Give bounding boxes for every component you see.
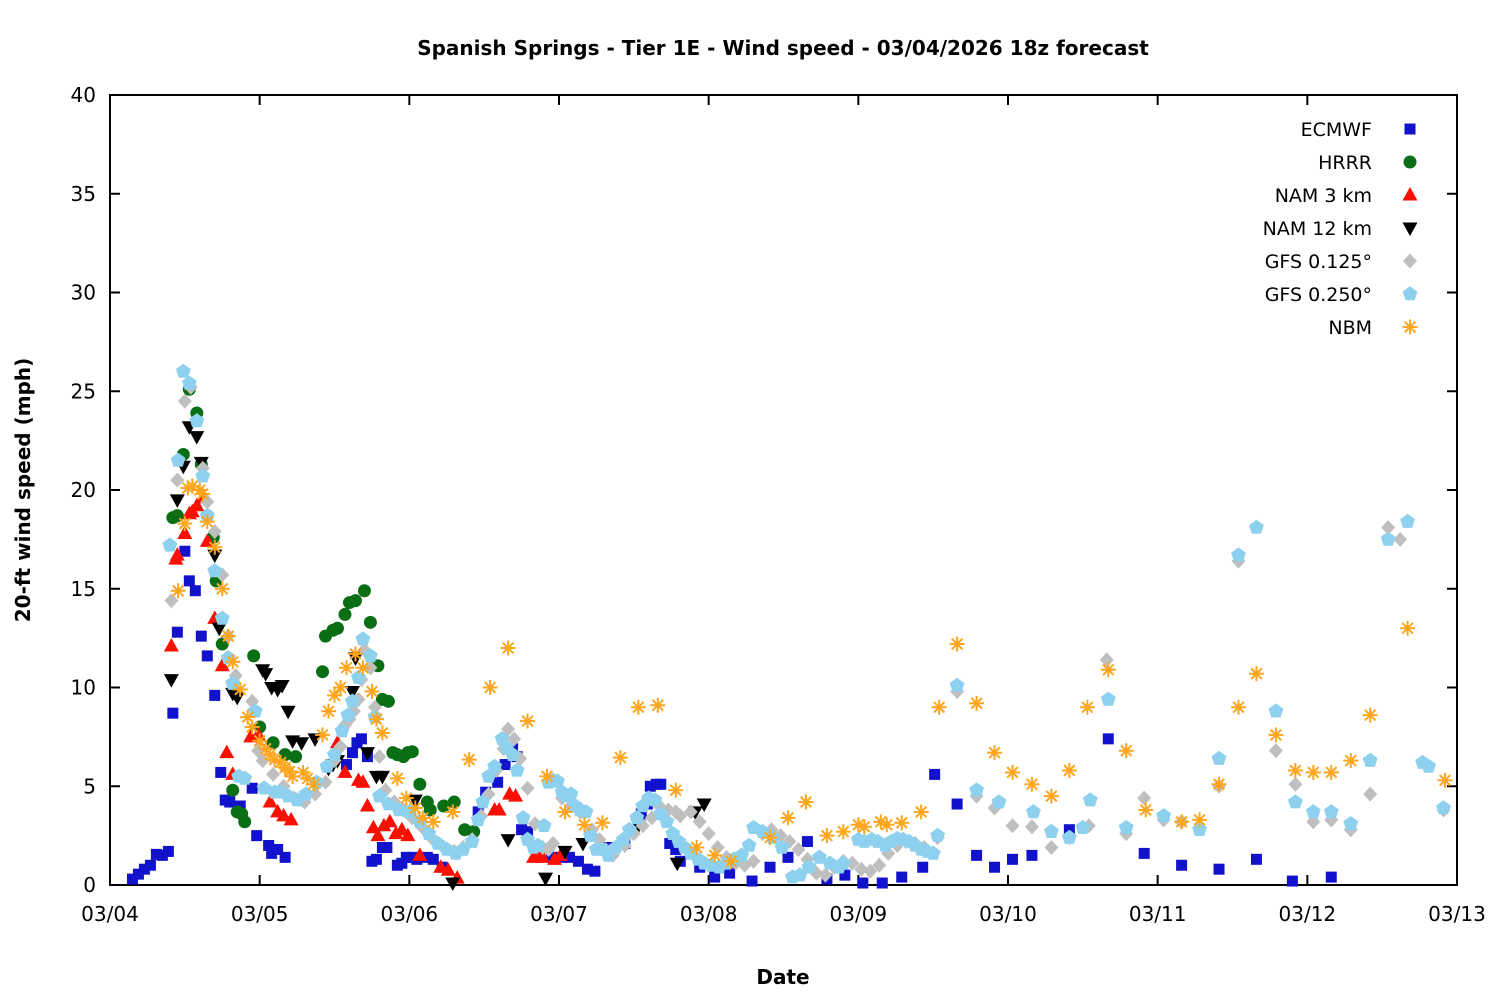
x-tick-label: 03/05: [231, 902, 289, 926]
x-tick-label: 03/04: [81, 902, 139, 926]
x-tick-label: 03/09: [830, 902, 888, 926]
legend-item-nbm: NBM: [1328, 317, 1418, 339]
y-tick-label: 35: [71, 182, 96, 206]
legend-item-ecmwf: ECMWF: [1301, 119, 1416, 141]
legend-label: ECMWF: [1301, 119, 1372, 141]
x-tick-label: 03/13: [1428, 902, 1486, 926]
y-tick-label: 20: [71, 478, 96, 502]
y-tick-label: 0: [83, 873, 96, 897]
legend-label: NBM: [1328, 317, 1372, 339]
chart-legend: ECMWF HRRR NAM 3 km NAM 12 km GFS 0.125° GFS …: [1263, 119, 1418, 339]
x-tick-label: 03/10: [979, 902, 1037, 926]
y-tick-label: 15: [71, 577, 96, 601]
legend-label: NAM 12 km: [1263, 218, 1372, 240]
x-tick-label: 03/12: [1279, 902, 1337, 926]
axis-ticks: 03/04 03/05 03/06 03/07 03/08 03/09 03/10 03/11…: [71, 83, 1486, 926]
x-tick-label: 03/08: [680, 902, 738, 926]
legend-item-gfs-0-125-: GFS 0.125°: [1265, 251, 1417, 273]
y-tick-label: 30: [71, 281, 96, 305]
legend-item-hrrr: HRRR: [1318, 152, 1417, 174]
plot-frame: [109, 94, 1458, 886]
series-nam-3-km: [163, 489, 568, 884]
series-ecmwf: [126, 545, 1337, 889]
x-tick-label: 03/07: [530, 902, 588, 926]
y-tick-label: 10: [71, 676, 96, 700]
legend-item-gfs-0-250-: GFS 0.250°: [1265, 284, 1418, 306]
x-axis-label: Date: [756, 965, 809, 989]
legend-item-nam-12-km: NAM 12 km: [1263, 218, 1418, 240]
y-tick-label: 5: [83, 774, 96, 798]
y-axis-label: 20-ft wind speed (mph): [11, 358, 35, 623]
legend-label: GFS 0.125°: [1265, 251, 1372, 273]
x-tick-label: 03/11: [1129, 902, 1187, 926]
legend-label: HRRR: [1318, 152, 1372, 174]
series-nbm: [170, 478, 1453, 869]
legend-label: GFS 0.250°: [1265, 284, 1372, 306]
legend-item-nam-3-km: NAM 3 km: [1275, 185, 1418, 207]
chart-title: Spanish Springs - Tier 1E - Wind speed -…: [417, 36, 1149, 60]
data-points: [126, 363, 1453, 892]
x-tick-label: 03/06: [381, 902, 439, 926]
legend-label: NAM 3 km: [1275, 185, 1372, 207]
series-gfs-0-125-: [164, 379, 1451, 883]
y-tick-label: 40: [71, 83, 96, 107]
y-tick-label: 25: [71, 379, 96, 403]
